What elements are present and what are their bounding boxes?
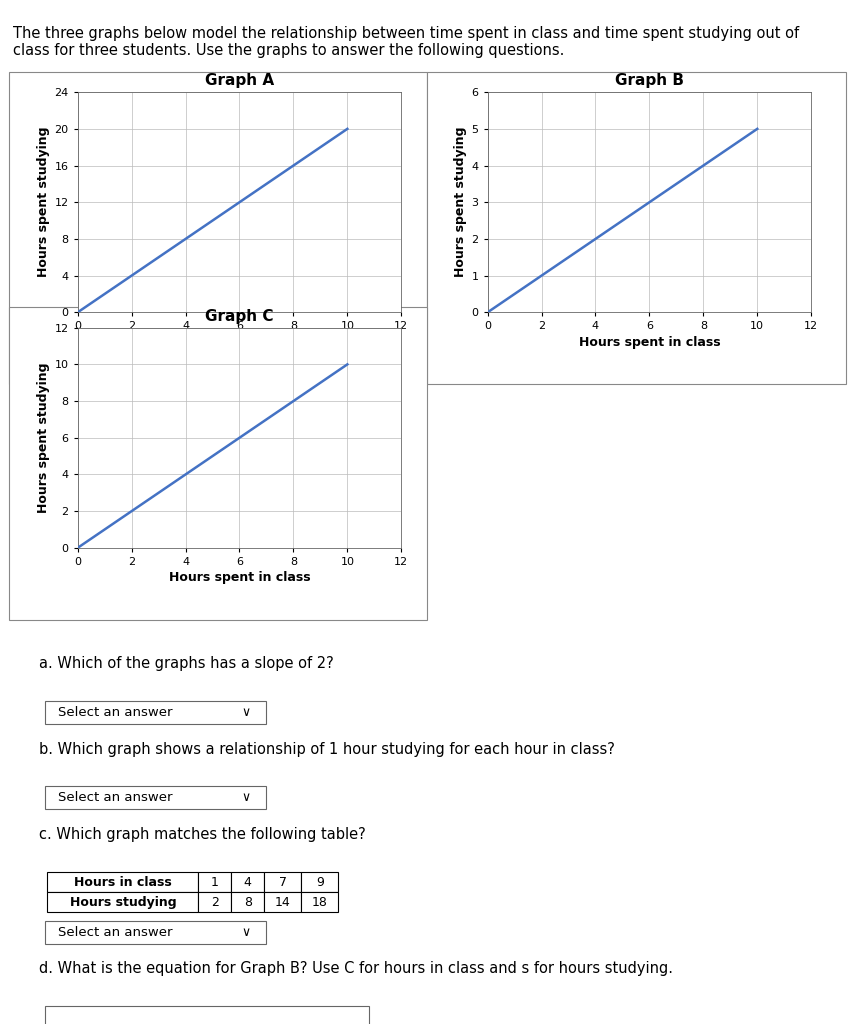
FancyBboxPatch shape — [45, 700, 266, 724]
Text: a. Which of the graphs has a slope of 2?: a. Which of the graphs has a slope of 2? — [39, 656, 334, 672]
FancyBboxPatch shape — [45, 921, 266, 944]
Y-axis label: Hours spent studying: Hours spent studying — [37, 127, 50, 278]
FancyBboxPatch shape — [45, 1006, 369, 1024]
Title: Graph A: Graph A — [205, 73, 274, 88]
FancyBboxPatch shape — [47, 892, 198, 911]
Text: The three graphs below model the relationship between time spent in class and ti: The three graphs below model the relatio… — [13, 26, 799, 58]
FancyBboxPatch shape — [264, 892, 301, 911]
X-axis label: Hours spent in class: Hours spent in class — [168, 336, 311, 348]
Text: 2: 2 — [211, 896, 219, 908]
Text: Select an answer: Select an answer — [58, 706, 173, 719]
Text: 1: 1 — [211, 876, 219, 889]
Text: 8: 8 — [243, 896, 252, 908]
Text: 18: 18 — [312, 896, 328, 908]
Text: d. What is the equation for Graph B? Use C for hours in class and s for hours st: d. What is the equation for Graph B? Use… — [39, 962, 673, 977]
Text: 4: 4 — [243, 876, 252, 889]
FancyBboxPatch shape — [231, 872, 264, 892]
Text: ∨: ∨ — [242, 792, 250, 804]
FancyBboxPatch shape — [45, 786, 266, 809]
FancyBboxPatch shape — [47, 872, 198, 892]
X-axis label: Hours spent in class: Hours spent in class — [168, 571, 311, 584]
Text: Select an answer: Select an answer — [58, 792, 173, 804]
X-axis label: Hours spent in class: Hours spent in class — [578, 336, 721, 348]
Text: ∨: ∨ — [242, 706, 250, 719]
Text: 7: 7 — [279, 876, 287, 889]
Text: c. Which graph matches the following table?: c. Which graph matches the following tab… — [39, 827, 366, 842]
FancyBboxPatch shape — [301, 892, 338, 911]
FancyBboxPatch shape — [301, 872, 338, 892]
Y-axis label: Hours spent studying: Hours spent studying — [454, 127, 467, 278]
Text: 14: 14 — [274, 896, 291, 908]
Y-axis label: Hours spent studying: Hours spent studying — [37, 362, 50, 513]
FancyBboxPatch shape — [198, 892, 231, 911]
Title: Graph B: Graph B — [615, 73, 683, 88]
FancyBboxPatch shape — [198, 872, 231, 892]
Text: Hours in class: Hours in class — [74, 876, 172, 889]
Text: ∨: ∨ — [242, 926, 250, 939]
Title: Graph C: Graph C — [205, 308, 274, 324]
FancyBboxPatch shape — [231, 892, 264, 911]
Text: Hours studying: Hours studying — [70, 896, 176, 908]
Text: b. Which graph shows a relationship of 1 hour studying for each hour in class?: b. Which graph shows a relationship of 1… — [39, 741, 614, 757]
FancyBboxPatch shape — [264, 872, 301, 892]
Text: Select an answer: Select an answer — [58, 926, 173, 939]
Text: 9: 9 — [316, 876, 324, 889]
